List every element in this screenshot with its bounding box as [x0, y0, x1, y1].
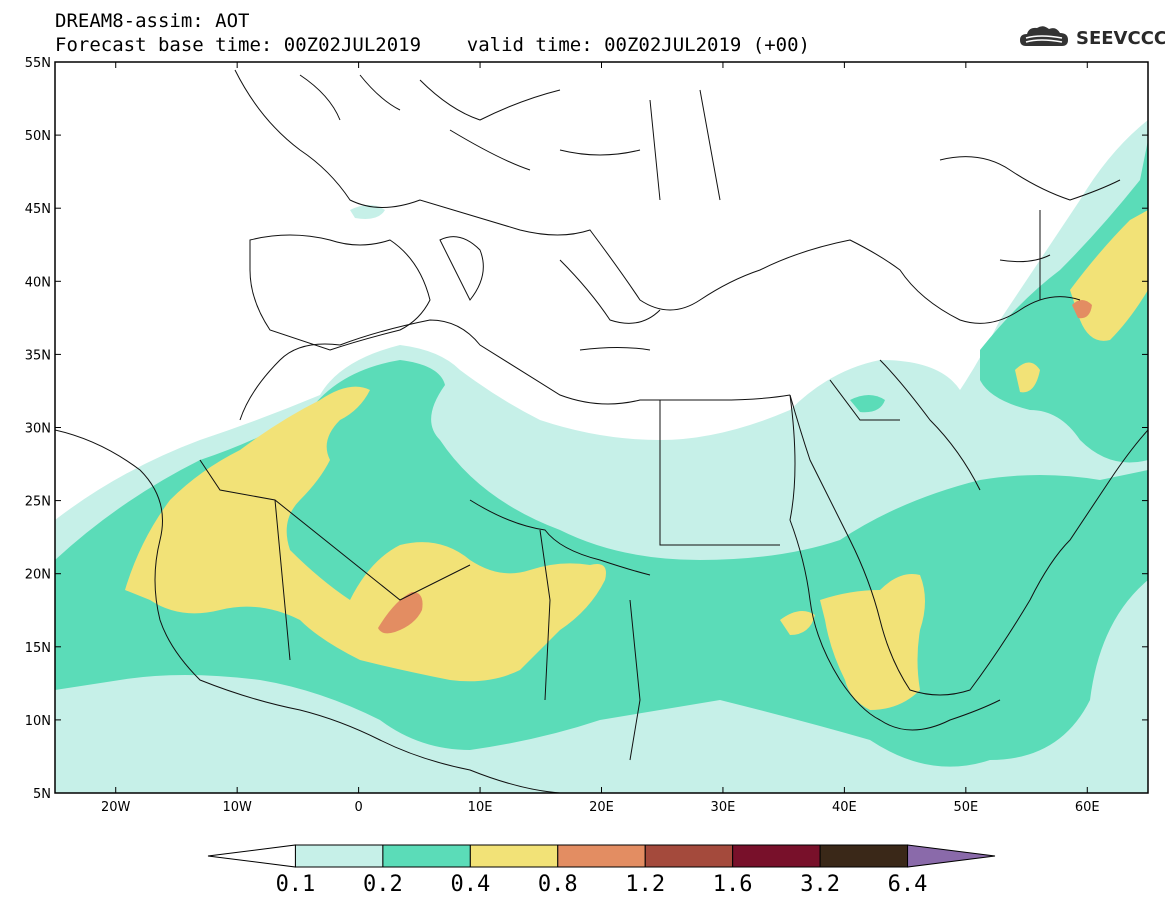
lat-label: 5N: [33, 787, 51, 802]
aot-level-0.2-patch: [850, 395, 885, 413]
lat-label: 15N: [25, 641, 51, 656]
lat-label: 40N: [25, 275, 51, 290]
aot-level-0.8-east: [1072, 300, 1092, 319]
lon-label: 0: [354, 800, 362, 815]
lon-label: 20E: [589, 800, 614, 815]
lat-label: 55N: [25, 56, 51, 71]
colorbar-label: 0.8: [537, 872, 578, 897]
aot-level-0.4-patch2: [780, 611, 815, 635]
colorbar-label: 0.2: [363, 872, 403, 897]
lon-label: 60E: [1075, 800, 1100, 815]
colorbar-label: 1.2: [625, 872, 666, 897]
colorbar-label: 6.4: [887, 872, 928, 897]
lat-label: 50N: [25, 129, 51, 144]
colorbar-segment: [732, 844, 821, 868]
lat-label: 20N: [25, 568, 51, 583]
lon-label: 10W: [222, 800, 252, 815]
colorbar-segment: [294, 844, 384, 868]
logo-text: SEEVCCC: [1076, 27, 1165, 49]
lon-label: 20W: [101, 800, 131, 815]
lat-label: 35N: [25, 348, 51, 363]
cloud-icon: [1020, 26, 1068, 46]
lat-label: 10N: [25, 714, 51, 729]
colorbar-label: 3.2: [800, 872, 840, 897]
seevccc-logo: SEEVCCC: [1018, 24, 1165, 52]
aot-level-0.8: [378, 592, 423, 634]
title-line-2: Forecast base time: 00Z02JUL2019 valid t…: [55, 34, 810, 56]
lat-label: 45N: [25, 202, 51, 217]
colorbar-label: 1.6: [712, 872, 753, 897]
lon-label: 10E: [468, 800, 493, 815]
colorbar-label: 0.1: [275, 872, 316, 897]
colorbar-segment: [819, 844, 909, 868]
latitude-axis: 55N 50N 45N 40N 35N 30N 25N 20N 15N 10N 5N: [25, 56, 1148, 802]
colorbar-segment: [382, 844, 471, 868]
aot-level-0.1-patch: [350, 205, 385, 219]
aot-level-0.4: [125, 386, 606, 682]
lon-label: 30E: [711, 800, 736, 815]
colorbar-segment: [557, 844, 646, 868]
colorbar-label: 0.4: [450, 872, 491, 897]
colorbar-segment: [207, 844, 296, 868]
colorbar: [207, 844, 996, 868]
colorbar-segment: [469, 844, 559, 868]
aot-level-0.4-horn: [820, 574, 925, 710]
aot-field: [55, 120, 1148, 793]
lat-label: 30N: [25, 422, 51, 437]
title-line-1: DREAM8-assim: AOT: [55, 10, 250, 32]
lon-label: 50E: [953, 800, 978, 815]
colorbar-segment: [644, 844, 734, 868]
aot-level-0.4-patch: [1015, 362, 1040, 393]
longitude-axis: 20W 10W 0 10E 20E 30E 40E 50E 60E: [101, 62, 1100, 815]
coastlines: [55, 69, 1148, 793]
lon-label: 40E: [832, 800, 857, 815]
lat-label: 25N: [25, 495, 51, 510]
colorbar-segment: [907, 844, 996, 868]
